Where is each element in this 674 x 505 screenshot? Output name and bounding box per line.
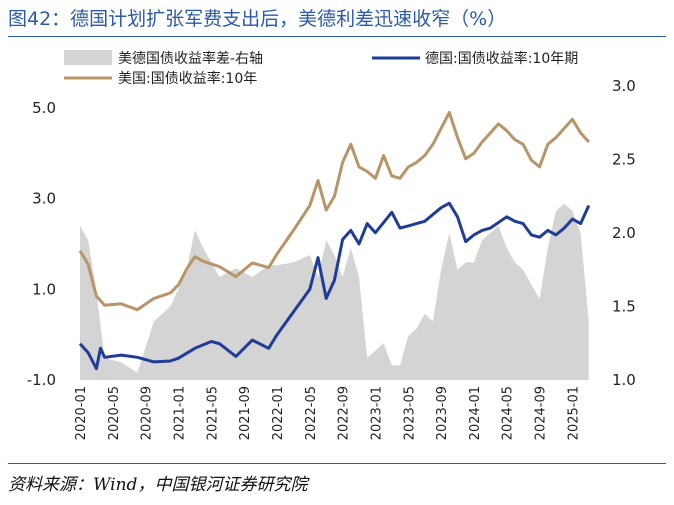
legend-label-germany: 德国:国债收益率:10年期 xyxy=(425,50,578,67)
x-tick-label: 2022-09 xyxy=(337,386,352,440)
x-tick-label: 2020-01 xyxy=(74,386,89,440)
x-tick-label: 2020-05 xyxy=(107,386,122,440)
y-left-tick-label: 1.0 xyxy=(32,280,56,298)
x-tick-label: 2020-09 xyxy=(140,386,155,440)
axis-layer: 5.0 3.0 1.0 -1.0 3.0 2.5 2.0 1.5 1.0 2020-01 2020-… xyxy=(27,77,636,440)
x-tick-label: 2023-09 xyxy=(435,386,450,440)
source-rule xyxy=(8,463,666,464)
spread-area-layer xyxy=(80,203,589,380)
y-right-tick-label: 2.5 xyxy=(612,151,636,169)
x-tick-label: 2022-01 xyxy=(271,386,286,440)
x-tick-label: 2023-05 xyxy=(402,386,417,440)
y-right-tick-label: 1.5 xyxy=(612,298,636,316)
germany-10y-line xyxy=(78,201,591,371)
legend-label-us: 美国:国债收益率:10年 xyxy=(118,70,257,87)
x-tick-label: 2023-01 xyxy=(369,386,384,440)
y-left-tick-label: 3.0 xyxy=(32,190,56,208)
us-10y-line xyxy=(78,111,590,312)
x-tick-label: 2025-01 xyxy=(566,386,581,440)
source-note: 资料来源：Wind，中国银河证券研究院 xyxy=(8,475,308,495)
line-layer xyxy=(78,111,591,371)
y-right-tick-label: 3.0 xyxy=(612,77,636,95)
x-tick-label: 2021-09 xyxy=(238,386,253,440)
x-tick-label: 2024-05 xyxy=(501,386,516,440)
x-tick-label: 2024-01 xyxy=(468,386,483,440)
y-right-tick-label: 1.0 xyxy=(612,371,636,389)
x-tick-label: 2024-09 xyxy=(534,386,549,440)
y-left-tick-label: -1.0 xyxy=(27,371,56,389)
x-tick-label: 2022-05 xyxy=(304,386,319,440)
legend-swatch-spread xyxy=(64,50,112,65)
chart-title: 图42：德国计划扩张军费支出后，美德利差迅速收窄（%） xyxy=(8,8,507,30)
y-right-tick-label: 2.0 xyxy=(612,224,636,242)
x-tick-label: 2021-05 xyxy=(205,386,220,440)
legend-label-spread: 美德国债收益率差-右轴 xyxy=(118,50,263,67)
x-tick-label: 2021-01 xyxy=(173,386,188,440)
y-left-tick-label: 5.0 xyxy=(32,99,56,117)
spread-area xyxy=(80,203,589,380)
title-rule xyxy=(8,36,666,37)
